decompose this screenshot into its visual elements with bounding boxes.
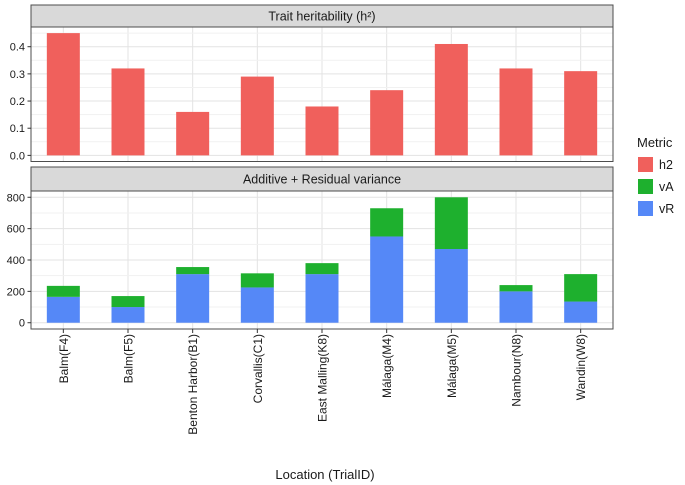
bar-vA-Málaga(M5) [434, 197, 468, 250]
x-tick-label-2: Balm(F5) [122, 334, 136, 383]
bar-vR-Málaga(M5) [434, 249, 468, 323]
x-tick-label-5: East Malling(K8) [316, 334, 330, 422]
y-tick-label: 0.3 [10, 69, 25, 81]
x-tick-label-4: Corvallis(C1) [251, 334, 265, 403]
x-tick-label-3: Benton Harbor(B1) [186, 334, 200, 435]
y-tick-label: 0.2 [10, 96, 25, 108]
y-tick-label: 200 [7, 286, 25, 298]
facet-strip-bottom-bg [30, 166, 614, 192]
y-tick-label: 600 [7, 224, 25, 236]
facet-strip-top-bg [30, 4, 614, 28]
x-tick-label-9: Wandin(W8) [574, 334, 588, 400]
x-tick-label-7: Málaga(M5) [445, 334, 459, 398]
bar-vA-East Malling(K8) [305, 263, 339, 275]
bar-vA-Benton Harbor(B1) [176, 267, 210, 275]
legend-title: Metric [637, 135, 673, 150]
bar-h2-Corvallis(C1) [240, 76, 274, 156]
facet-title-heritability: Trait heritability (h²) [268, 10, 375, 24]
bar-vA-Málaga(M4) [370, 208, 404, 237]
bar-vA-Balm(F5) [111, 296, 145, 308]
bar-vR-Corvallis(C1) [240, 287, 274, 323]
legend: Metric h2 vA vR [637, 135, 674, 216]
x-tick-label-8: Nambour(N8) [510, 334, 524, 407]
legend-swatch-vR [638, 201, 653, 216]
y-tick-label: 0 [19, 318, 25, 330]
facet-strip-bottom: Additive + Residual variance [30, 166, 614, 192]
x-tick-label-1: Balm(F4) [57, 334, 71, 383]
bar-h2-East Malling(K8) [305, 106, 339, 156]
bar-vR-Benton Harbor(B1) [176, 274, 210, 323]
legend-swatch-h2 [638, 157, 653, 172]
x-axis-title: Location (TrialID) [275, 467, 374, 482]
bar-vR-Balm(F5) [111, 307, 145, 323]
bar-h2-Balm(F5) [111, 68, 145, 156]
bar-vA-Balm(F4) [46, 285, 80, 297]
y-tick-label: 0.1 [10, 123, 25, 135]
bar-vA-Corvallis(C1) [240, 273, 274, 288]
legend-swatch-vA [638, 179, 653, 194]
bar-vR-Balm(F4) [46, 296, 80, 323]
legend-label-h2: h2 [659, 158, 673, 172]
y-tick-label: 0.4 [10, 42, 25, 54]
facet-title-variance: Additive + Residual variance [243, 173, 401, 187]
panels-layer [30, 26, 614, 330]
bar-vA-Nambour(N8) [499, 285, 533, 292]
y-tick-label: 800 [7, 192, 25, 204]
bar-h2-Wandin(W8) [564, 71, 598, 156]
bar-vR-Málaga(M4) [370, 236, 404, 323]
legend-label-vR: vR [659, 202, 674, 216]
bar-h2-Nambour(N8) [499, 68, 533, 156]
bar-h2-Málaga(M5) [434, 43, 468, 156]
y-tick-label: 0.0 [10, 150, 25, 162]
bar-h2-Málaga(M4) [370, 90, 404, 156]
legend-label-vA: vA [659, 180, 674, 194]
bar-h2-Balm(F4) [46, 33, 80, 156]
marks-layer: 0.0 0.1 0.2 0.3 0.4 0 200 400 600 800 Balm(F4) Balm… [7, 42, 589, 435]
x-tick-label-6: Málaga(M4) [380, 334, 394, 398]
bar-vR-East Malling(K8) [305, 274, 339, 323]
y-tick-label: 400 [7, 255, 25, 267]
bar-h2-Benton Harbor(B1) [176, 111, 210, 156]
bar-vR-Wandin(W8) [564, 301, 598, 323]
bar-vA-Wandin(W8) [564, 274, 598, 302]
facet-strip-top: Trait heritability (h²) [30, 4, 614, 28]
bar-vR-Nambour(N8) [499, 291, 533, 323]
